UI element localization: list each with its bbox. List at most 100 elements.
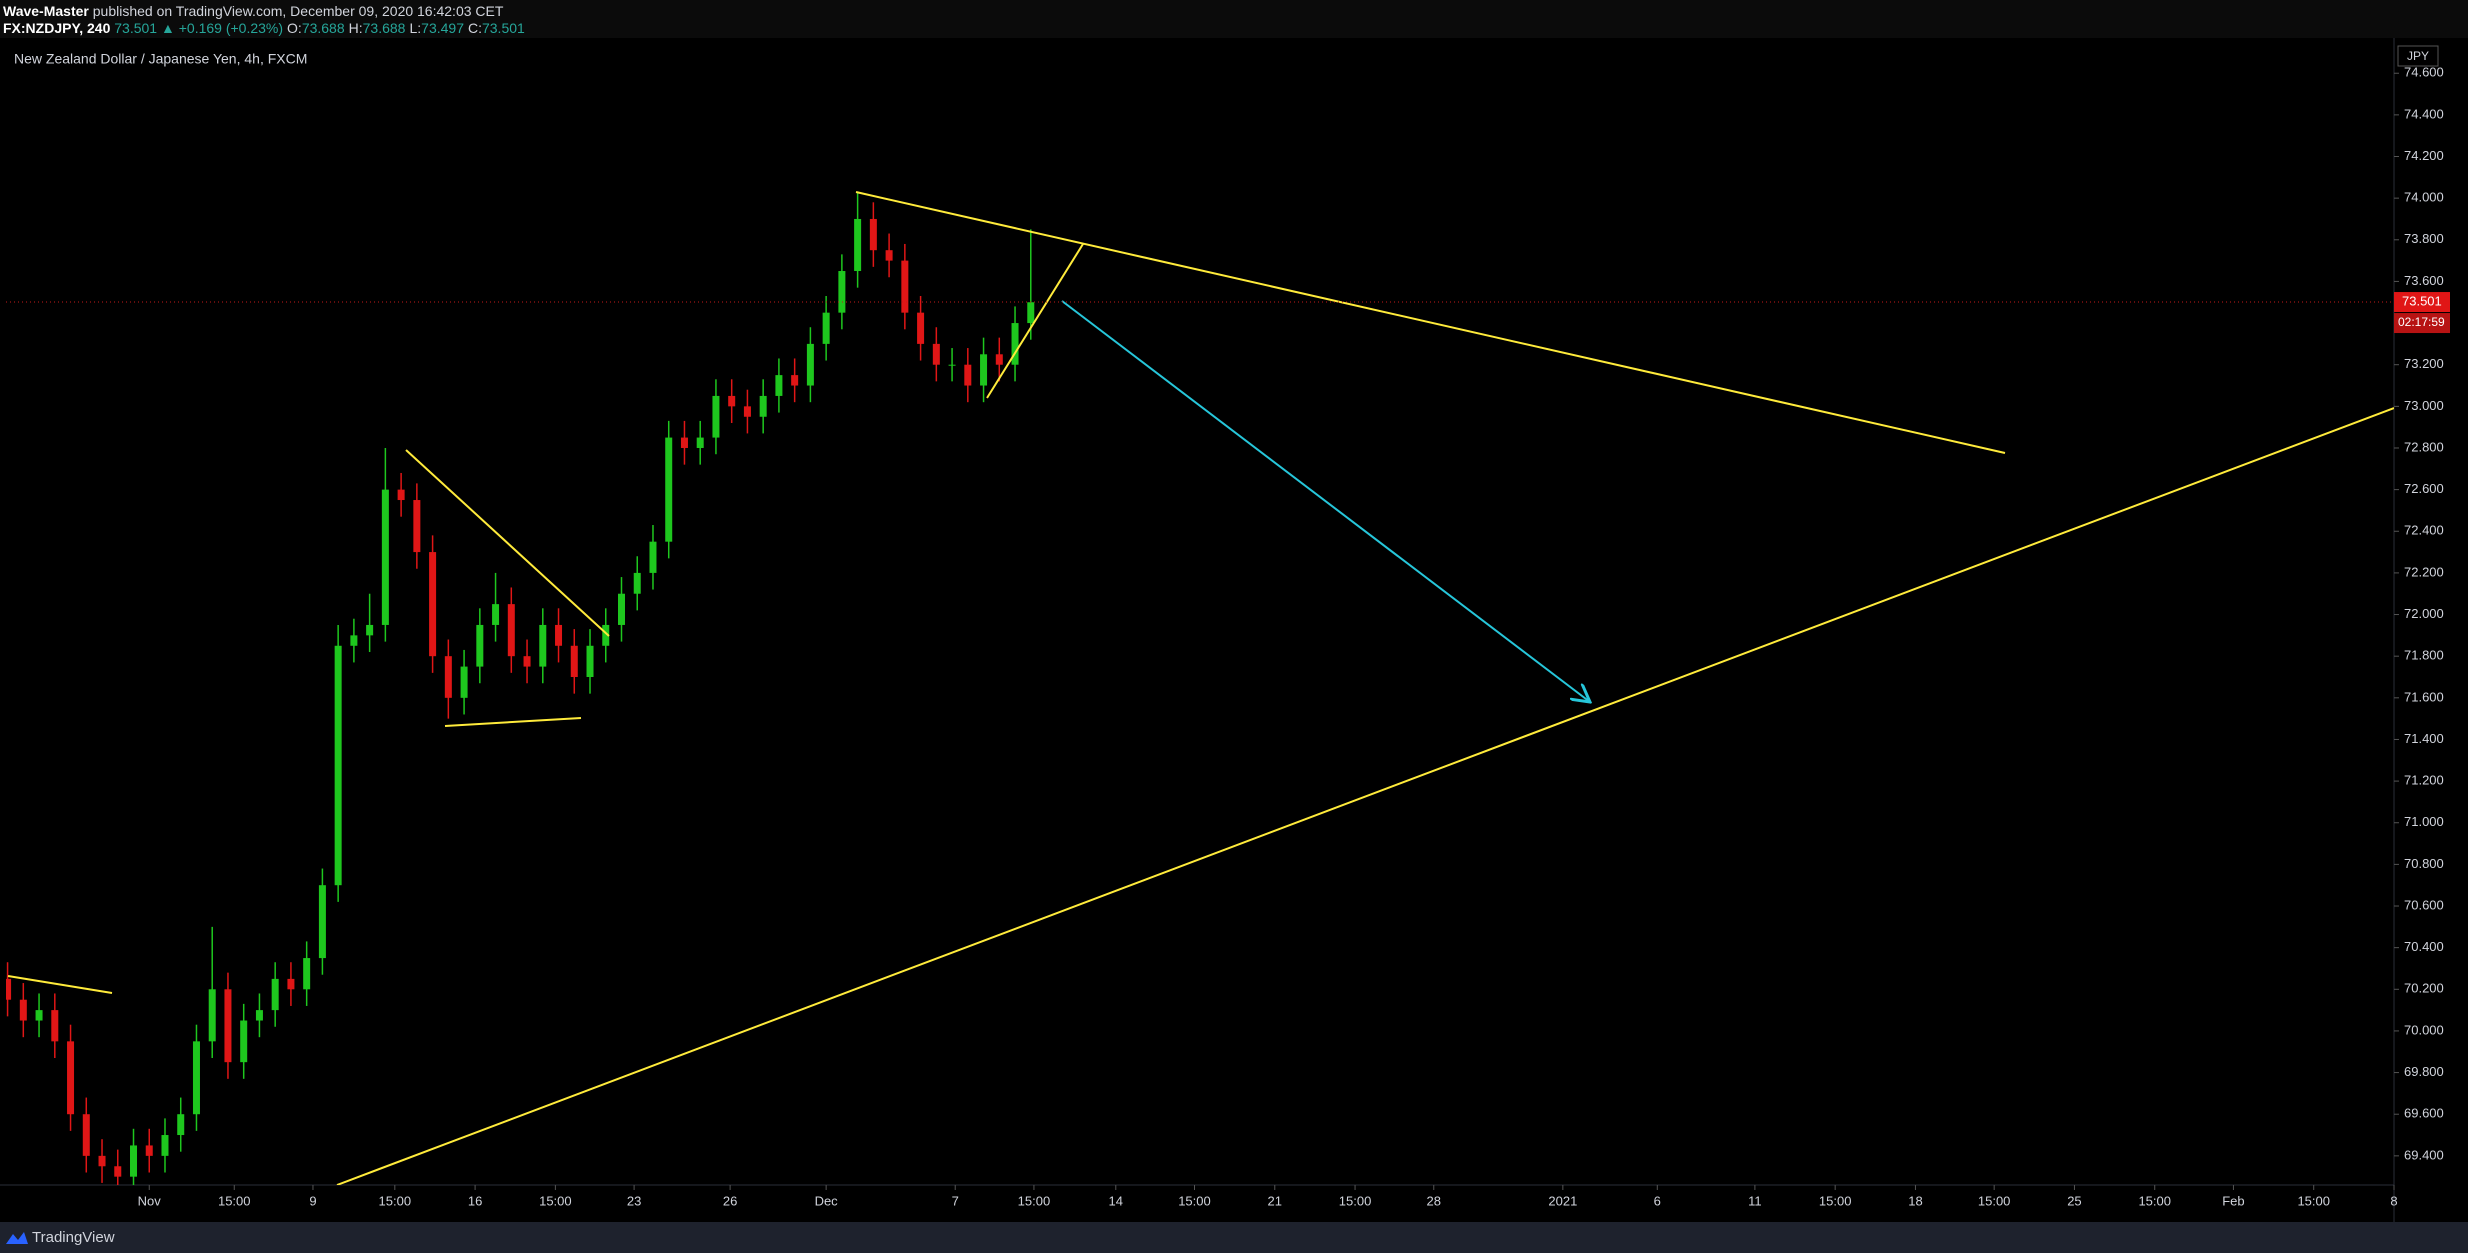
- y-tick-label: 69.400: [2404, 1147, 2444, 1162]
- x-tick-label: 2021: [1548, 1193, 1577, 1208]
- header: Wave-Master published on TradingView.com…: [0, 0, 2468, 38]
- x-tick-label: 15:00: [2138, 1193, 2171, 1208]
- author[interactable]: Wave-Master: [3, 3, 89, 19]
- candle-body: [35, 1010, 43, 1021]
- candle-body: [318, 885, 326, 959]
- candle-body: [98, 1155, 106, 1167]
- x-tick-label: 23: [627, 1193, 641, 1208]
- countdown: 02:17:59: [2398, 315, 2445, 329]
- candle-body: [948, 364, 956, 366]
- x-tick-label: 15:00: [1339, 1193, 1372, 1208]
- ohlc-label: O:: [287, 20, 302, 36]
- y-tick-label: 74.000: [2404, 190, 2444, 205]
- y-tick-label: 71.000: [2404, 814, 2444, 829]
- x-tick-label: Dec: [815, 1193, 839, 1208]
- candle-body: [6, 978, 12, 1000]
- trend-line[interactable]: [855, 191, 2006, 454]
- candle-body: [885, 250, 893, 261]
- candle-body: [523, 656, 531, 667]
- x-tick-label: 6: [1654, 1193, 1661, 1208]
- candle-body: [602, 624, 610, 646]
- currency-box[interactable]: [2397, 45, 2439, 67]
- x-tick-label: 15:00: [1018, 1193, 1051, 1208]
- x-tick-label: Nov: [138, 1193, 162, 1208]
- y-tick-label: 73.800: [2404, 231, 2444, 246]
- candle-body: [397, 489, 405, 501]
- trend-line[interactable]: [444, 717, 582, 727]
- ohlc-label: H:: [348, 20, 363, 36]
- x-tick-label: 15:00: [1978, 1193, 2011, 1208]
- x-tick-label: 15:00: [218, 1193, 251, 1208]
- drawings: [7, 191, 2394, 1185]
- y-tick-label: 70.000: [2404, 1022, 2444, 1037]
- ohlc: O:73.688 H:73.688 L:73.497 C:73.501: [283, 20, 525, 36]
- candle-body: [964, 364, 972, 386]
- candle-body: [255, 1010, 263, 1021]
- candle-body: [901, 260, 909, 313]
- y-tick-label: 74.600: [2404, 65, 2444, 80]
- ohlc-value: 73.688: [362, 20, 406, 36]
- candle-body: [366, 624, 374, 636]
- candle-body: [854, 218, 862, 272]
- candle-body: [932, 343, 940, 365]
- candle-body: [586, 645, 594, 677]
- brand[interactable]: TradingView: [32, 1229, 115, 1246]
- ohlc-label: C:: [467, 20, 482, 36]
- candle-body: [287, 978, 295, 990]
- candle-body: [145, 1145, 153, 1156]
- candle-body: [555, 624, 563, 646]
- candle-body: [917, 312, 925, 344]
- candle-body: [728, 395, 736, 407]
- y-tick-label: 70.800: [2404, 856, 2444, 871]
- y-tick-label: 72.800: [2404, 439, 2444, 454]
- candle-body: [539, 624, 547, 667]
- candle-body: [1011, 323, 1019, 365]
- x-tick-label: 14: [1109, 1193, 1123, 1208]
- plot: [6, 191, 1035, 1185]
- footer: TradingView: [0, 1222, 2468, 1253]
- candle-body: [161, 1135, 169, 1156]
- candle-body: [869, 218, 877, 251]
- ohlc-value: 73.497: [421, 20, 464, 36]
- candle-body: [271, 978, 279, 1011]
- candle-body: [334, 645, 342, 886]
- candle-body: [429, 552, 437, 657]
- y-tick-label: 73.200: [2404, 356, 2444, 371]
- y-tick-label: 72.200: [2404, 564, 2444, 579]
- candle-body: [680, 437, 688, 448]
- candle-body: [492, 604, 500, 625]
- trend-line[interactable]: [7, 975, 113, 994]
- y-tick-label: 74.200: [2404, 148, 2444, 163]
- x-tick-label: 21: [1268, 1193, 1282, 1208]
- arrow[interactable]: [1061, 300, 1590, 702]
- trend-line[interactable]: [336, 407, 2394, 1185]
- chart-title: New Zealand Dollar / Japanese Yen, 4h, F…: [14, 51, 307, 67]
- candle-body: [775, 375, 783, 396]
- x-tick-label: 11: [1748, 1193, 1762, 1208]
- chart: New Zealand Dollar / Japanese Yen, 4h, F…: [0, 38, 2450, 1222]
- countdown-box: [2394, 313, 2450, 334]
- x-tick-label: 15:00: [379, 1193, 412, 1208]
- x-tick-label: Feb: [2222, 1193, 2244, 1208]
- candle-body: [995, 354, 1003, 365]
- x-tick-label: 15:00: [1178, 1193, 1211, 1208]
- y-tick-label: 70.200: [2404, 981, 2444, 996]
- trend-line[interactable]: [986, 243, 1084, 399]
- trend-line[interactable]: [405, 449, 610, 637]
- y-tick-label: 72.400: [2404, 523, 2444, 538]
- candle-body: [980, 354, 988, 386]
- last-price-label: 73.501: [2402, 293, 2442, 308]
- y-tick-label: 72.000: [2404, 606, 2444, 621]
- currency: JPY: [2407, 49, 2429, 63]
- candle-body: [177, 1114, 185, 1136]
- x-tick-label: 9: [309, 1193, 316, 1208]
- candle-body: [476, 624, 484, 667]
- candle-body: [444, 656, 452, 698]
- candle-body: [67, 1041, 75, 1115]
- publish-line: Wave-Master published on TradingView.com…: [3, 3, 503, 19]
- candle-body: [303, 958, 311, 990]
- y-tick-label: 71.800: [2404, 648, 2444, 663]
- candle-body: [460, 666, 468, 698]
- x-tick-label: 15:00: [539, 1193, 572, 1208]
